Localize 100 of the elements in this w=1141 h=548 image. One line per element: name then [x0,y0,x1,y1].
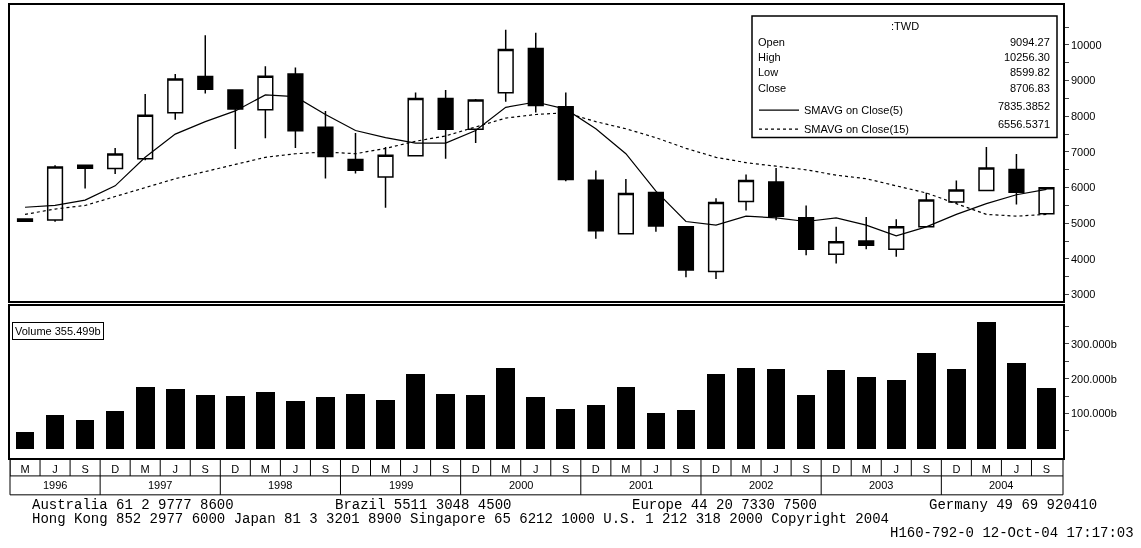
x-tick-label: S [922,462,930,475]
annotation: Volume 355.499b [15,325,101,337]
x-tick-label: M [861,462,871,475]
x-tick-label: D [952,462,961,475]
x-tick-label: D [231,462,240,475]
text: 1998 [268,479,293,491]
text: 1997 [148,479,173,491]
annotation: 7835.3852 [998,100,1050,112]
x-tick-label: M [20,462,30,475]
candlestick [16,218,34,222]
candlestick [828,226,845,265]
y-tick-label: 10000 [1070,38,1102,51]
candlestick [77,164,94,190]
bar [917,352,936,449]
bar [256,391,275,449]
text: 2004 [989,479,1014,491]
annotation: High [758,51,781,63]
text: 1996 [43,479,68,491]
y-tick-label: 100.000b [1070,407,1117,420]
text: Brazil 5511 3048 4500 [335,497,512,513]
bar [16,431,34,449]
bar [887,379,906,449]
y-tick-label: 6000 [1070,181,1096,194]
x-tick-label: J [172,462,178,475]
annotation: Low [758,66,779,78]
bar [166,388,185,449]
annotation: 9094.27 [1010,36,1050,48]
x-tick-label: S [562,462,570,475]
x-tick-label: M [501,462,511,475]
bar [76,419,94,449]
bar [707,373,725,449]
candlestick [497,29,514,103]
bar [827,369,845,449]
bar [587,404,605,449]
candlestick [107,147,124,175]
candlestick [948,179,965,204]
annotation: 6556.5371 [998,118,1050,130]
candlestick [377,146,394,209]
x-tick-label: S [802,462,810,475]
candlestick [737,173,755,212]
x-tick-label: M [621,462,631,475]
candlestick [647,191,665,233]
x-tick-label: M [981,462,991,475]
bar [857,376,876,449]
bar [316,396,335,449]
x-tick-label: J [1013,462,1020,475]
text: Europe 44 20 7330 7500 [632,497,817,513]
text: Germany 49 69 920410 [929,497,1098,513]
bar [947,368,966,449]
y-tick-label: 9000 [1070,74,1096,87]
annotation: 8706.83 [1010,82,1050,94]
x-tick-label: M [741,462,751,475]
y-tick-label: 3000 [1070,288,1096,301]
candlestick [978,146,995,192]
y-tick-label: 7000 [1070,145,1096,158]
bar [1007,362,1026,449]
bar [647,412,665,449]
x-tick-label: J [893,462,900,475]
x-tick-label: S [201,462,209,475]
bar [136,386,155,449]
y-tick-label: 5000 [1070,217,1096,230]
annotation: Open [758,36,785,48]
x-tick-label: S [81,462,89,475]
x-tick-label: S [682,462,690,475]
x-tick-label: D [111,462,120,475]
text: H160-792-0 12-Oct-04 17:17:03 [890,525,1134,541]
x-tick-label: J [773,462,779,475]
text: 2000 [509,479,534,491]
legend-label: SMAVG on Close(15) [804,123,909,136]
bar [106,410,124,449]
x-tick-label: D [712,462,721,475]
x-tick-label: M [260,462,270,475]
bar [406,373,425,449]
x-tick-label: J [412,462,419,475]
x-tick-label: S [441,462,450,475]
bar [797,394,815,449]
bar [286,400,305,449]
x-tick-label: J [52,462,58,475]
candlestick [1008,153,1025,206]
x-tick-label: J [533,462,539,475]
bar [977,321,996,449]
bar [436,393,455,449]
x-tick-label: M [140,462,150,475]
candlestick [677,225,695,279]
text: 2003 [869,479,894,491]
bar [196,394,215,449]
x-tick-label: M [380,462,391,475]
bar [226,395,245,449]
bar [767,368,785,449]
bar [737,367,755,449]
candlestick [587,169,604,240]
x-tick-label: J [653,462,659,475]
x-tick-label: S [1042,462,1051,475]
y-tick-label: 300.000b [1070,337,1117,350]
x-tick-label: J [292,462,299,475]
bar [1037,387,1056,449]
bar [346,393,365,449]
bar [496,367,515,449]
bar [526,396,545,449]
y-tick-label: 4000 [1070,252,1096,265]
